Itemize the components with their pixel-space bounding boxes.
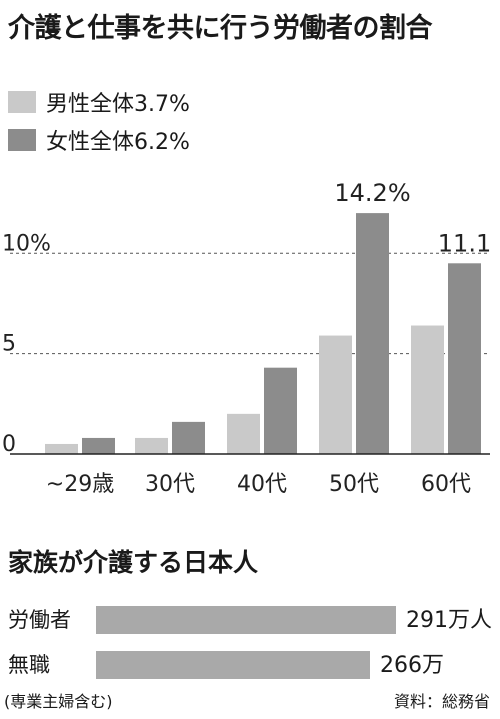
y-tick-label: 0 — [2, 432, 16, 457]
bar-female-3 — [356, 213, 389, 454]
x-tick-label: 50代 — [329, 472, 379, 497]
legend-swatch-female — [8, 129, 36, 151]
hbar-unemployed — [96, 651, 370, 679]
legend-swatch-male — [8, 91, 36, 113]
bar-female-0 — [82, 437, 115, 454]
x-tick-label: 30代 — [145, 472, 195, 497]
bar-female-2 — [264, 367, 297, 454]
age-bar-chart: 0 5 10% ~29歳 30代 40代 50代 60代 14.2% 11.1 — [2, 179, 491, 497]
hbar-workers — [96, 606, 396, 634]
second-chart-title: 家族が介護する日本人 — [8, 548, 259, 577]
bar-male-4 — [411, 325, 444, 454]
bar-female-4 — [448, 263, 481, 454]
x-tick-label: 40代 — [237, 472, 287, 497]
hbar-label-unemployed: 無職 — [8, 653, 50, 677]
data-label: 11.1 — [438, 229, 491, 257]
bar-male-1 — [135, 437, 168, 454]
source-credit: 資料：総務省 — [393, 692, 490, 711]
y-tick-label: 5 — [2, 332, 16, 357]
bar-male-2 — [227, 413, 260, 454]
hbar-row-unemployed: 無職 266万 — [0, 643, 500, 683]
hbar-value-unemployed: 266万 — [380, 653, 444, 678]
legend-label-female: 女性全体6.2% — [46, 130, 190, 155]
data-label: 14.2% — [334, 179, 410, 207]
footnote: (専業主婦含む) — [4, 692, 113, 711]
legend-item-female: 女性全体6.2% — [8, 124, 190, 156]
bar-male-0 — [45, 443, 78, 454]
x-tick-label: 60代 — [421, 472, 471, 497]
bar-male-3 — [319, 335, 352, 454]
hbar-row-workers: 労働者 291万人 — [0, 598, 500, 638]
x-tick-label: ~29歳 — [46, 472, 114, 497]
chart-title: 介護と仕事を共に行う労働者の割合 — [8, 13, 433, 44]
legend-label-male: 男性全体3.7% — [46, 92, 190, 117]
y-tick-label: 10% — [2, 231, 51, 256]
legend-item-male: 男性全体3.7% — [8, 86, 190, 118]
hbar-value-workers: 291万人 — [406, 608, 492, 633]
hbar-label-workers: 労働者 — [8, 608, 71, 632]
bar-female-1 — [172, 421, 205, 454]
